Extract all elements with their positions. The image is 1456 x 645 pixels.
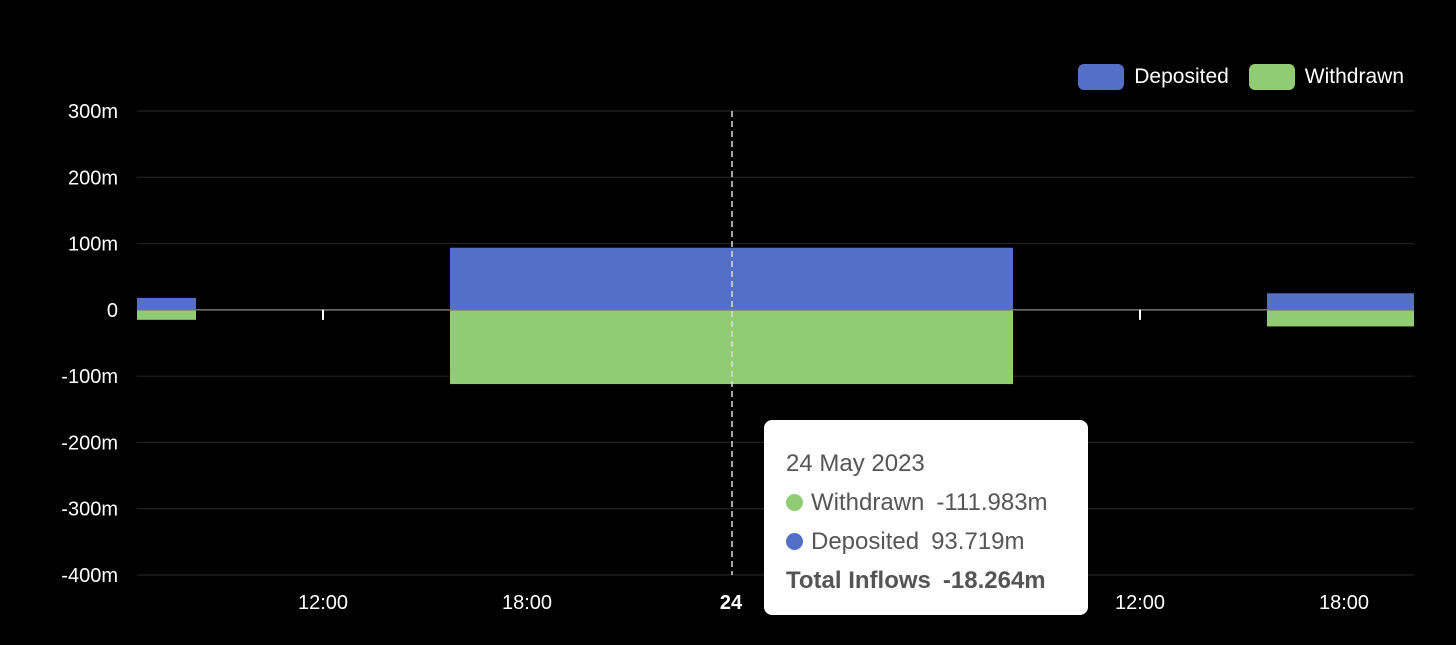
- tooltip-label-withdrawn: Withdrawn: [811, 488, 925, 516]
- tooltip-value-withdrawn: -111.983m: [936, 488, 1048, 516]
- x-tick-label: 12:00: [1115, 592, 1165, 614]
- tooltip: 24 May 2023 Withdrawn -111.983m Deposite…: [764, 420, 1088, 615]
- legend-label-withdrawn: Withdrawn: [1304, 65, 1404, 88]
- legend-swatch-withdrawn: [1248, 64, 1295, 90]
- tooltip-row-total: Total Inflows -18.264m: [786, 561, 1088, 600]
- y-tick-label: 300m: [68, 101, 118, 123]
- tooltip-row-deposited: Deposited 93.719m: [786, 522, 1088, 561]
- bar-deposited: [450, 247, 1013, 310]
- y-tick-label: -400m: [61, 565, 118, 587]
- legend-label-deposited: Deposited: [1134, 65, 1229, 88]
- withdrawn-dot-icon: [786, 494, 803, 511]
- bar-withdrawn: [137, 309, 196, 320]
- y-tick-label: -300m: [61, 499, 118, 521]
- tooltip-total-value: -18.264m: [942, 566, 1046, 594]
- x-tick-label: 24: [720, 592, 743, 614]
- y-tick-label: 200m: [68, 167, 118, 189]
- legend-item-withdrawn[interactable]: Withdrawn: [1248, 64, 1404, 90]
- bar-deposited: [137, 297, 196, 310]
- x-tick-label: 12:00: [298, 592, 348, 614]
- legend: Deposited Withdrawn: [1078, 64, 1404, 90]
- y-tick-label: 100m: [68, 234, 118, 256]
- tooltip-total-label: Total Inflows: [786, 566, 931, 594]
- legend-swatch-deposited: [1078, 64, 1125, 90]
- tooltip-row-withdrawn: Withdrawn -111.983m: [786, 483, 1088, 522]
- y-tick-label: 0: [107, 300, 118, 322]
- deposited-dot-icon: [786, 533, 803, 550]
- tooltip-label-deposited: Deposited: [811, 527, 920, 555]
- x-tick-label: 18:00: [502, 592, 552, 614]
- x-tick-label: 18:00: [1319, 592, 1369, 614]
- y-tick-label: -100m: [61, 366, 118, 388]
- bar-deposited: [1267, 293, 1414, 310]
- bar-withdrawn: [1267, 309, 1414, 327]
- y-tick-label: -200m: [61, 432, 118, 454]
- tooltip-value-deposited: 93.719m: [931, 527, 1025, 555]
- legend-item-deposited[interactable]: Deposited: [1078, 64, 1229, 90]
- tooltip-date: 24 May 2023: [786, 449, 925, 477]
